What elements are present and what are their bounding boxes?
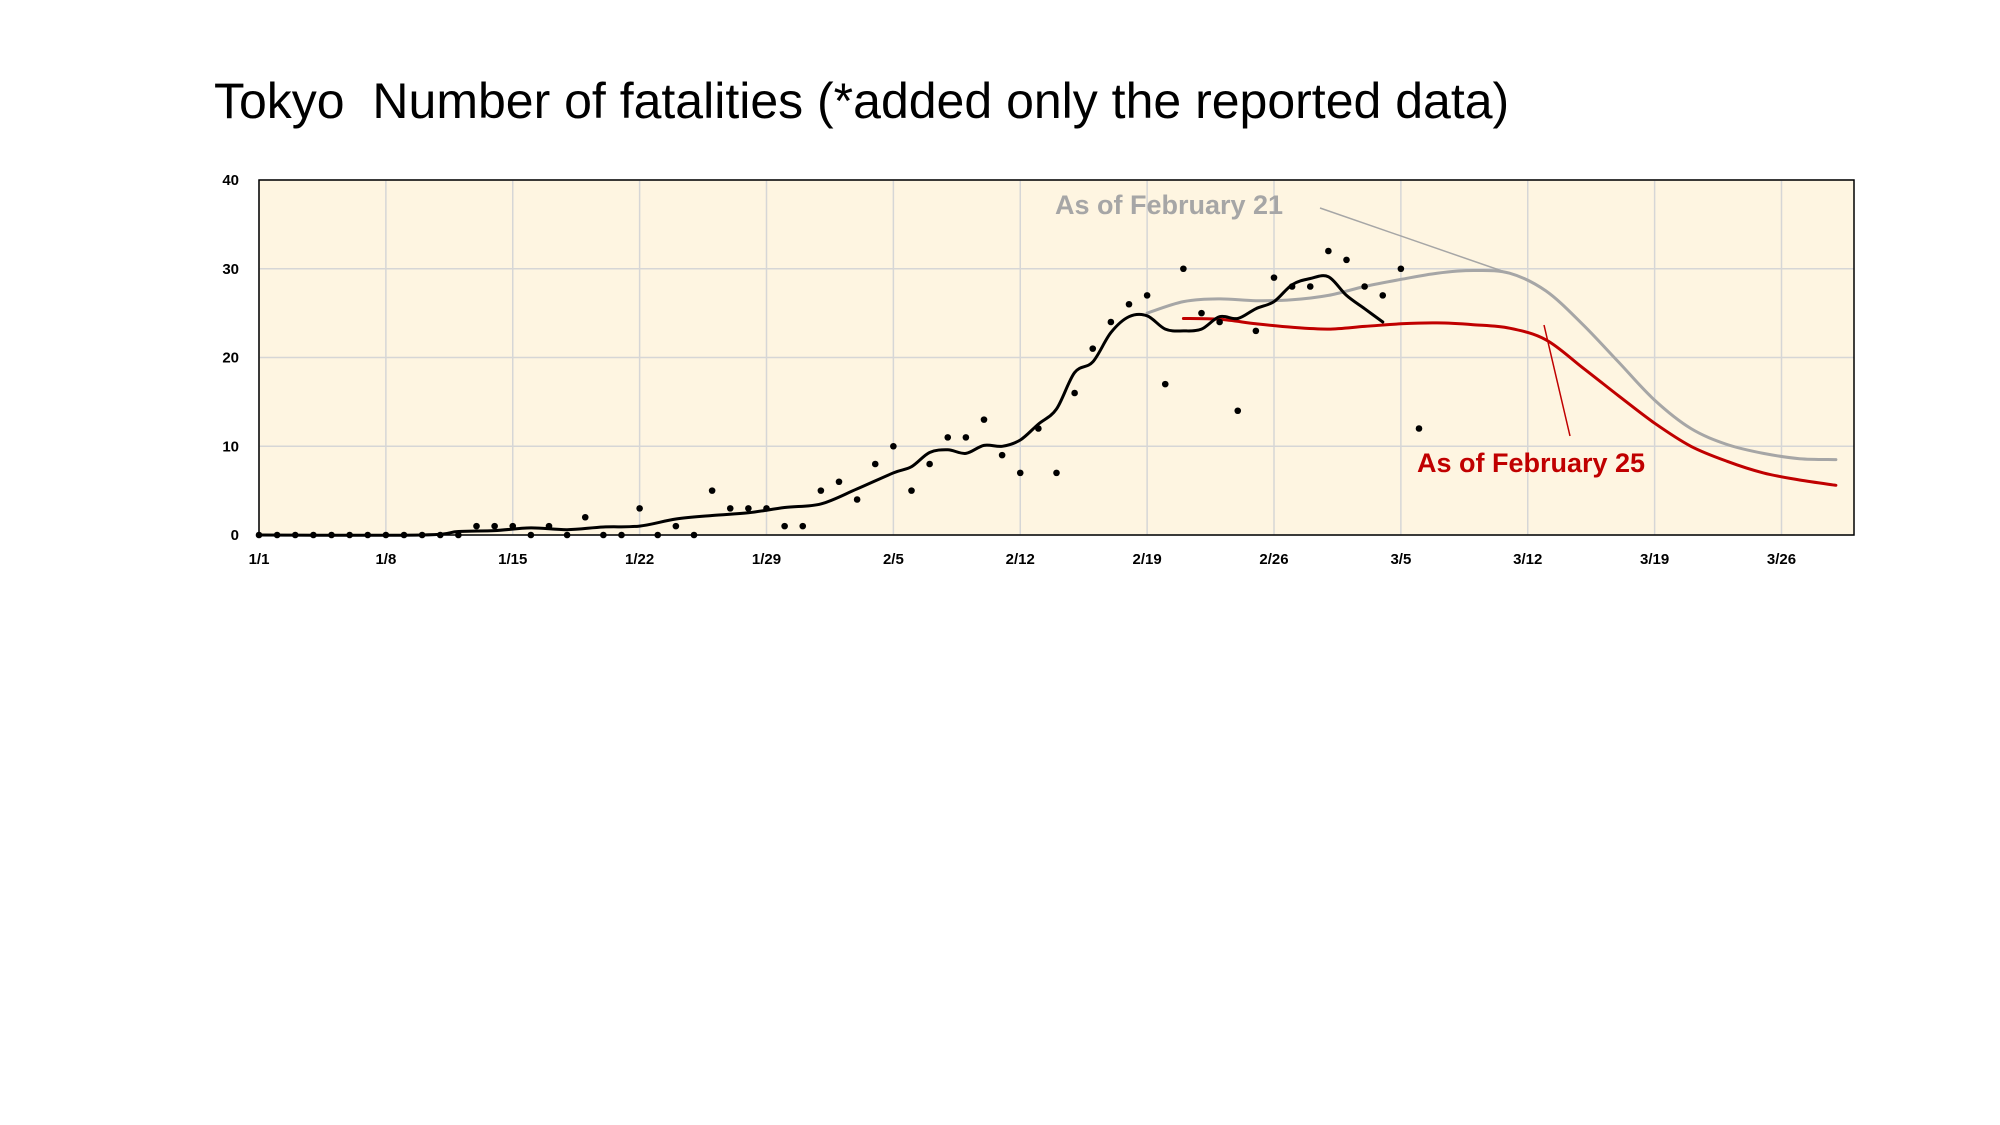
daily-point <box>871 460 879 468</box>
daily-point <box>491 522 498 530</box>
plot-area-border <box>258 179 1855 536</box>
y-axis-tick-labels: 0 10 20 30 40 <box>222 172 239 544</box>
daily-point <box>1216 318 1223 326</box>
x-tick-label: 1/22 <box>625 551 654 568</box>
daily-point <box>1397 265 1405 273</box>
daily-point <box>1016 469 1024 477</box>
daily-point <box>1125 300 1133 308</box>
y-tick-label: 0 <box>231 527 239 544</box>
daily-point <box>1288 283 1296 290</box>
x-tick-label: 1/8 <box>375 551 396 568</box>
annotation-feb21: As of February 21 <box>1055 190 1283 220</box>
feb21-leader-line <box>1319 207 1506 273</box>
y-tick-label: 40 <box>222 172 239 189</box>
daily-point <box>890 442 897 450</box>
daily-point <box>1361 283 1368 290</box>
x-tick-label: 3/19 <box>1640 551 1669 568</box>
daily-point <box>1161 380 1169 388</box>
daily-points <box>255 247 1423 539</box>
daily-point <box>835 478 843 486</box>
daily-point <box>1089 345 1097 352</box>
y-tick-label: 30 <box>222 261 239 278</box>
daily-point <box>1234 407 1242 415</box>
y-tick-label: 10 <box>222 438 239 455</box>
feb25-projection-line <box>1181 317 1838 487</box>
daily-point <box>1325 247 1332 255</box>
daily-point <box>545 522 553 530</box>
daily-point <box>1415 425 1423 432</box>
daily-point <box>944 434 952 441</box>
y-tick-label: 20 <box>222 350 239 367</box>
daily-point <box>1071 389 1078 397</box>
x-axis-tick-labels: 1/1 1/8 1/15 1/22 1/29 2/5 2/12 2/19 2/26 3/5 3/12… <box>249 551 1797 568</box>
daily-point <box>1252 327 1260 335</box>
x-tick-label: 2/12 <box>1006 551 1035 568</box>
daily-point <box>726 505 734 512</box>
x-tick-label: 1/29 <box>752 551 781 568</box>
daily-point <box>763 505 770 512</box>
daily-point <box>1270 274 1278 281</box>
daily-point <box>1053 469 1060 477</box>
daily-point <box>1107 318 1115 326</box>
series-lines <box>257 268 1838 537</box>
daily-point <box>1035 425 1042 432</box>
x-tick-label: 2/19 <box>1133 551 1162 568</box>
daily-point <box>1306 283 1314 290</box>
x-tick-label: 1/15 <box>498 551 527 568</box>
daily-point <box>853 496 861 503</box>
page-title: Tokyo Number of fatalities (*added only … <box>214 73 1510 129</box>
daily-point <box>745 505 752 512</box>
x-tick-label: 2/26 <box>1259 551 1288 568</box>
daily-point <box>581 513 589 521</box>
daily-point <box>1379 292 1387 299</box>
daily-point <box>1143 292 1151 299</box>
feb25-leader-line <box>1543 324 1571 437</box>
daily-point <box>962 434 970 441</box>
daily-point <box>509 522 517 530</box>
daily-point <box>708 487 716 494</box>
x-tick-label: 3/5 <box>1390 551 1411 568</box>
x-tick-label: 2/5 <box>883 551 904 568</box>
reported-trend-line <box>257 274 1385 537</box>
daily-point <box>1180 265 1187 273</box>
daily-point <box>926 460 933 468</box>
daily-point <box>799 522 807 530</box>
daily-point <box>781 522 788 530</box>
daily-point <box>672 522 680 530</box>
daily-point <box>980 416 988 423</box>
daily-point <box>636 505 643 512</box>
x-tick-label: 1/1 <box>249 551 270 568</box>
daily-point <box>1198 309 1205 317</box>
daily-point <box>1343 256 1350 264</box>
feb21-projection-line <box>1145 268 1838 462</box>
daily-point <box>908 487 915 494</box>
annotation-feb25: As of February 25 <box>1417 448 1645 478</box>
daily-point <box>998 451 1006 459</box>
x-tick-label: 3/12 <box>1513 551 1542 568</box>
daily-point <box>817 487 825 494</box>
x-tick-label: 3/26 <box>1767 551 1796 568</box>
daily-point <box>473 522 480 530</box>
